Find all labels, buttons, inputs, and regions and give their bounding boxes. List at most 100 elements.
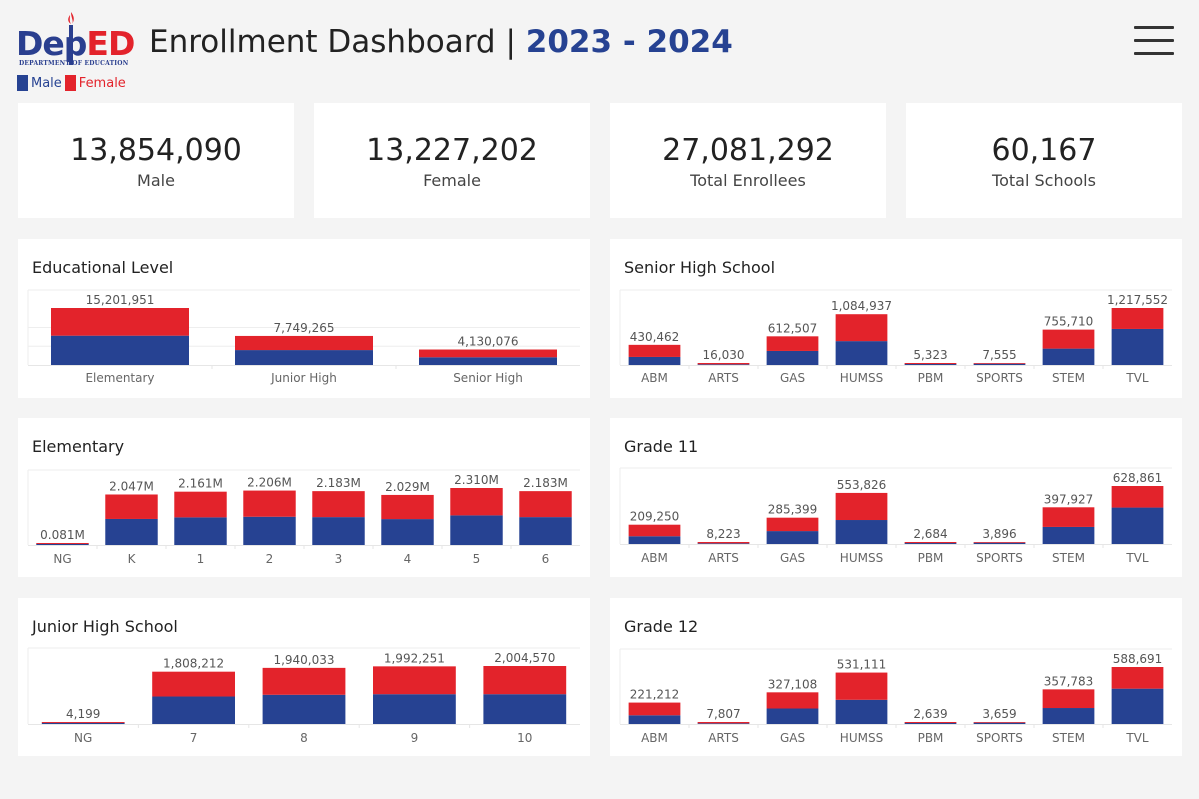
- bar-female[interactable]: [1111, 486, 1164, 508]
- category-label: 10: [517, 731, 532, 745]
- data-label: 553,826: [837, 478, 887, 492]
- bar-male[interactable]: [1042, 526, 1095, 544]
- bar-female[interactable]: [628, 524, 681, 537]
- bar-female[interactable]: [835, 492, 888, 521]
- category-label: HUMSS: [840, 731, 883, 745]
- bar-female[interactable]: [697, 363, 750, 365]
- bar-male[interactable]: [1111, 507, 1164, 544]
- bar-female[interactable]: [697, 542, 750, 544]
- bar-male[interactable]: [36, 543, 89, 545]
- bar-female[interactable]: [766, 517, 819, 532]
- bar-female[interactable]: [519, 491, 572, 518]
- bar-female[interactable]: [483, 666, 567, 695]
- bar-female[interactable]: [697, 722, 750, 724]
- hamburger-menu-icon[interactable]: [1134, 26, 1176, 58]
- bar-male[interactable]: [973, 722, 1026, 724]
- bar-female[interactable]: [973, 363, 1026, 364]
- kpi-value: 13,854,090: [70, 133, 242, 168]
- bar-male[interactable]: [766, 708, 819, 724]
- bar-male[interactable]: [835, 699, 888, 724]
- data-label: 588,691: [1113, 652, 1163, 666]
- category-label: ABM: [641, 551, 668, 565]
- bar-male[interactable]: [904, 364, 957, 365]
- bar-female[interactable]: [51, 308, 189, 336]
- bar-male[interactable]: [904, 543, 957, 544]
- category-label: NG: [74, 731, 92, 745]
- bar-male[interactable]: [628, 715, 681, 724]
- bar-male[interactable]: [419, 357, 557, 365]
- category-label: HUMSS: [840, 551, 883, 565]
- bar-male[interactable]: [373, 694, 456, 724]
- bar-male[interactable]: [973, 542, 1026, 544]
- bar-female[interactable]: [243, 490, 296, 517]
- bar-female[interactable]: [835, 672, 888, 700]
- bar-female[interactable]: [628, 702, 681, 716]
- data-label: 2,639: [913, 707, 947, 721]
- bar-male[interactable]: [628, 356, 681, 365]
- category-label: GAS: [780, 371, 805, 385]
- bar-female[interactable]: [373, 666, 456, 695]
- bar-male[interactable]: [41, 722, 125, 724]
- bar-male[interactable]: [835, 520, 888, 544]
- bar-male[interactable]: [697, 364, 750, 365]
- bar-male[interactable]: [235, 350, 373, 365]
- bar-male[interactable]: [973, 363, 1026, 365]
- bar-male[interactable]: [243, 516, 296, 545]
- data-label: 2.161M: [178, 477, 223, 491]
- bar-male[interactable]: [105, 518, 158, 545]
- bar-female[interactable]: [381, 494, 434, 520]
- bar-female[interactable]: [174, 491, 227, 518]
- bar-male[interactable]: [483, 694, 567, 724]
- bar-male[interactable]: [519, 517, 572, 545]
- bar-male[interactable]: [697, 723, 750, 724]
- bar-male[interactable]: [697, 543, 750, 544]
- data-label: 357,783: [1044, 674, 1094, 688]
- bar-female[interactable]: [904, 542, 957, 544]
- bar-male[interactable]: [628, 536, 681, 544]
- bar-male[interactable]: [262, 694, 346, 724]
- panel-title: Senior High School: [624, 258, 776, 277]
- bar-female[interactable]: [262, 667, 346, 695]
- data-label: 628,861: [1113, 471, 1163, 485]
- bar-male[interactable]: [766, 350, 819, 365]
- bar-female[interactable]: [105, 494, 158, 519]
- bar-female[interactable]: [973, 722, 1026, 723]
- bar-female[interactable]: [41, 722, 125, 723]
- bar-female[interactable]: [1111, 667, 1164, 689]
- header: DepED DEPARTMENT OF EDUCATION Enrollment…: [0, 0, 1199, 100]
- bar-male[interactable]: [51, 335, 189, 365]
- bar-female[interactable]: [450, 488, 503, 516]
- bar-male[interactable]: [904, 723, 957, 724]
- bar-male[interactable]: [152, 696, 235, 724]
- bar-female[interactable]: [152, 671, 235, 697]
- bar-female[interactable]: [1111, 308, 1164, 329]
- category-label: 2: [266, 552, 274, 566]
- bar-female[interactable]: [1042, 507, 1095, 527]
- bar-female[interactable]: [973, 542, 1026, 543]
- bar-male[interactable]: [766, 531, 819, 544]
- bar-male[interactable]: [174, 517, 227, 545]
- bar-female[interactable]: [36, 543, 89, 544]
- bar-female[interactable]: [766, 336, 819, 351]
- bar-male[interactable]: [1111, 328, 1164, 365]
- bar-male[interactable]: [1042, 708, 1095, 724]
- bar-male[interactable]: [1111, 688, 1164, 724]
- bar-female[interactable]: [235, 335, 373, 351]
- grade-12-chart: 221,212 ABM 7,807 ARTS 327,108 GAS 531,111 HUMS…: [619, 648, 1172, 745]
- bar-female[interactable]: [628, 344, 681, 357]
- bar-male[interactable]: [450, 515, 503, 545]
- bar-female[interactable]: [1042, 329, 1095, 349]
- bar-male[interactable]: [381, 519, 434, 545]
- kpi-value: 60,167: [991, 133, 1097, 168]
- bar-male[interactable]: [835, 341, 888, 365]
- bar-male[interactable]: [1042, 348, 1095, 365]
- bar-female[interactable]: [1042, 689, 1095, 709]
- bar-female[interactable]: [835, 314, 888, 342]
- bar-male[interactable]: [312, 517, 365, 545]
- bar-female[interactable]: [766, 692, 819, 709]
- bar-female[interactable]: [419, 349, 557, 358]
- legend-label-female: Female: [78, 75, 126, 91]
- bar-female[interactable]: [904, 722, 957, 724]
- bar-female[interactable]: [312, 491, 365, 518]
- bar-female[interactable]: [904, 363, 957, 365]
